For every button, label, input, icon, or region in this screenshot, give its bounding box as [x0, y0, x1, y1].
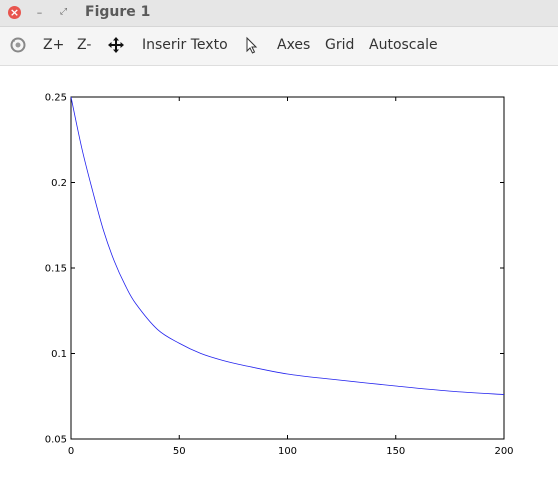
title-bar: × – ⤢ Figure 1 [0, 0, 558, 27]
zoom-in-button[interactable]: Z+ [43, 37, 65, 53]
figure-toolbar: Z+ Z- Inserir Texto Axes Grid Autoscale [0, 27, 558, 66]
x-tick-labels: 0 50 100 150 200 [68, 446, 514, 457]
axis-ticks [70, 96, 505, 440]
x-tick-label: 200 [494, 446, 513, 457]
minimize-window-button[interactable]: – [36, 6, 43, 19]
y-tick-label: 0.05 [45, 435, 67, 446]
series-line [70, 96, 505, 395]
x-tick-label: 150 [386, 446, 405, 457]
y-tick-label: 0.2 [51, 178, 67, 189]
y-tick-label: 0.25 [45, 93, 67, 104]
y-tick-label: 0.1 [51, 349, 67, 360]
window-title: Figure 1 [85, 4, 151, 20]
maximize-window-button[interactable]: ⤢ [59, 7, 68, 17]
plot-canvas[interactable]: 0 50 100 150 200 0.05 0.1 0.15 0.2 0.25 [0, 66, 558, 487]
autoscale-button[interactable]: Autoscale [369, 37, 438, 53]
x-tick-label: 50 [173, 446, 186, 457]
insert-text-button[interactable]: Inserir Texto [142, 37, 228, 53]
rotate-icon[interactable] [8, 35, 28, 55]
y-tick-labels: 0.05 0.1 0.15 0.2 0.25 [45, 93, 67, 446]
zoom-out-button[interactable]: Z- [77, 37, 92, 53]
plot-area-frame [70, 96, 505, 440]
close-window-button[interactable]: × [8, 6, 21, 19]
y-tick-label: 0.15 [45, 264, 67, 275]
pan-arrows-icon[interactable] [106, 35, 126, 55]
x-tick-label: 0 [68, 446, 74, 457]
grid-button[interactable]: Grid [325, 37, 355, 53]
cursor-arrow-icon[interactable] [241, 35, 261, 55]
axes-button[interactable]: Axes [277, 37, 311, 53]
x-tick-label: 100 [278, 446, 297, 457]
